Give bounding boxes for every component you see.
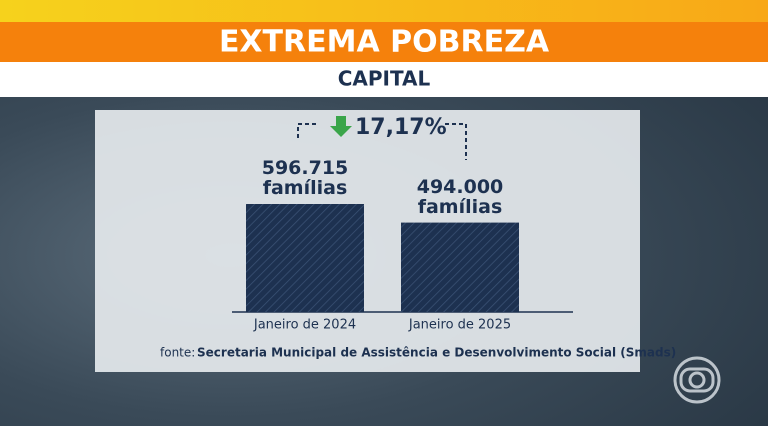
value-label: 494.000 famílias — [416, 175, 504, 218]
bracket — [297, 123, 467, 160]
x-tick-label: Janeiro de 2024 — [253, 318, 356, 333]
top-strip — [0, 0, 768, 22]
bar — [246, 204, 364, 312]
subtitle-band — [0, 62, 768, 97]
down-arrow — [330, 116, 352, 137]
chart-title: EXTREMA POBREZA — [219, 25, 550, 60]
chart-subtitle: CAPITAL — [338, 67, 431, 91]
x-tick-label: Janeiro de 2025 — [408, 318, 511, 333]
source: Secretaria Municipal de Assistência e De… — [197, 346, 676, 360]
title-band — [0, 22, 768, 62]
logo — [673, 356, 721, 404]
source-label: fonte: — [160, 346, 195, 360]
value-label: 596.715 famílias — [261, 157, 349, 199]
panel — [95, 110, 640, 372]
change-label: 17,17% — [355, 115, 447, 140]
bar — [401, 222, 519, 312]
